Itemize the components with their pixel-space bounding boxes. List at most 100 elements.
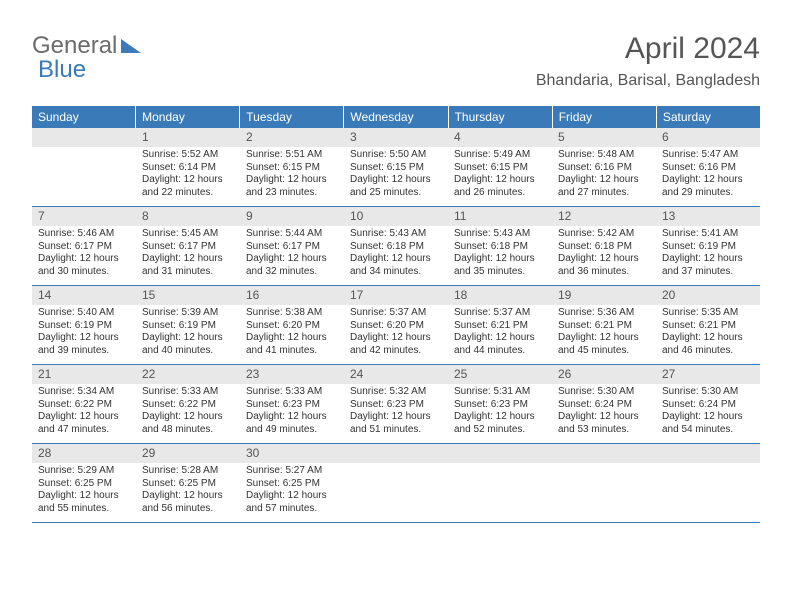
day-number: 3: [344, 128, 448, 147]
sunrise-line: Sunrise: 5:30 AM: [662, 386, 754, 399]
day-number: 12: [552, 207, 656, 226]
day-number: 29: [136, 444, 240, 463]
sunrise-line: Sunrise: 5:49 AM: [454, 149, 546, 162]
daylight-line: Daylight: 12 hours and 46 minutes.: [662, 332, 754, 357]
daylight-line: Daylight: 12 hours and 48 minutes.: [142, 411, 234, 436]
sunset-line: Sunset: 6:15 PM: [246, 162, 338, 175]
day-cell: 7 Sunrise: 5:46 AMSunset: 6:17 PMDaylight…: [32, 207, 136, 285]
sunrise-line: Sunrise: 5:37 AM: [454, 307, 546, 320]
day-cell: 11Sunrise: 5:43 AMSunset: 6:18 PMDayligh…: [448, 207, 552, 285]
day-details: Sunrise: 5:30 AMSunset: 6:24 PMDaylight:…: [552, 386, 656, 436]
week-row: 14Sunrise: 5:40 AMSunset: 6:19 PMDayligh…: [32, 286, 760, 365]
sunrise-line: Sunrise: 5:37 AM: [350, 307, 442, 320]
day-cell: 26 Sunrise: 5:30 AMSunset: 6:24 PMDayligh…: [552, 365, 656, 443]
day-details: Sunrise: 5:37 AMSunset: 6:21 PMDaylight:…: [448, 307, 552, 357]
dow-header-tuesday: Tuesday: [240, 106, 344, 128]
day-number: 15: [136, 286, 240, 305]
sunrise-line: Sunrise: 5:30 AM: [558, 386, 650, 399]
day-number: 4: [448, 128, 552, 147]
sunrise-line: Sunrise: 5:46 AM: [38, 228, 130, 241]
day-cell: 18Sunrise: 5:37 AMSunset: 6:21 PMDayligh…: [448, 286, 552, 364]
day-details: Sunrise: 5:46 AMSunset: 6:17 PMDaylight:…: [32, 228, 136, 278]
day-details: Sunrise: 5:36 AMSunset: 6:21 PMDaylight:…: [552, 307, 656, 357]
day-number: 14: [32, 286, 136, 305]
day-cell: 30Sunrise: 5:27 AMSunset: 6:25 PMDayligh…: [240, 444, 344, 522]
daylight-line: Daylight: 12 hours and 56 minutes.: [142, 490, 234, 515]
day-cell: 5Sunrise: 5:48 AMSunset: 6:16 PMDaylight…: [552, 128, 656, 206]
sunrise-line: Sunrise: 5:51 AM: [246, 149, 338, 162]
daylight-line: Daylight: 12 hours and 31 minutes.: [142, 253, 234, 278]
daylight-line: Daylight: 12 hours and 36 minutes.: [558, 253, 650, 278]
sunrise-line: Sunrise: 5:39 AM: [142, 307, 234, 320]
sunrise-line: Sunrise: 5:45 AM: [142, 228, 234, 241]
day-cell: 16Sunrise: 5:38 AMSunset: 6:20 PMDayligh…: [240, 286, 344, 364]
daylight-line: Daylight: 12 hours and 39 minutes.: [38, 332, 130, 357]
sunrise-line: Sunrise: 5:43 AM: [350, 228, 442, 241]
sunrise-line: Sunrise: 5:44 AM: [246, 228, 338, 241]
sunset-line: Sunset: 6:21 PM: [454, 320, 546, 333]
dow-header-saturday: Saturday: [657, 106, 760, 128]
sunset-line: Sunset: 6:23 PM: [350, 399, 442, 412]
day-number: 11: [448, 207, 552, 226]
day-cell-blank: [344, 444, 448, 522]
day-details: Sunrise: 5:28 AMSunset: 6:25 PMDaylight:…: [136, 465, 240, 515]
day-details: Sunrise: 5:34 AMSunset: 6:22 PMDaylight:…: [32, 386, 136, 436]
day-cell: 19 Sunrise: 5:36 AMSunset: 6:21 PMDayligh…: [552, 286, 656, 364]
day-cell: 14Sunrise: 5:40 AMSunset: 6:19 PMDayligh…: [32, 286, 136, 364]
day-number: [448, 444, 552, 463]
day-number: 28: [32, 444, 136, 463]
page-title: April 2024: [536, 32, 760, 66]
dow-header-wednesday: Wednesday: [344, 106, 448, 128]
sunset-line: Sunset: 6:14 PM: [142, 162, 234, 175]
day-cell: 3Sunrise: 5:50 AMSunset: 6:15 PMDaylight…: [344, 128, 448, 206]
day-number: 24: [344, 365, 448, 384]
sunrise-line: Sunrise: 5:29 AM: [38, 465, 130, 478]
day-number: 7: [32, 207, 136, 226]
daylight-line: Daylight: 12 hours and 25 minutes.: [350, 174, 442, 199]
day-details: Sunrise: 5:35 AMSunset: 6:21 PMDaylight:…: [656, 307, 760, 357]
sunrise-line: Sunrise: 5:42 AM: [558, 228, 650, 241]
day-details: Sunrise: 5:29 AMSunset: 6:25 PMDaylight:…: [32, 465, 136, 515]
dow-header-friday: Friday: [553, 106, 657, 128]
week-row: 1Sunrise: 5:52 AMSunset: 6:14 PMDaylight…: [32, 128, 760, 207]
sunset-line: Sunset: 6:16 PM: [662, 162, 754, 175]
day-number: 2: [240, 128, 344, 147]
day-cell: 2 Sunrise: 5:51 AMSunset: 6:15 PMDaylight…: [240, 128, 344, 206]
daylight-line: Daylight: 12 hours and 51 minutes.: [350, 411, 442, 436]
day-cell: 9Sunrise: 5:44 AMSunset: 6:17 PMDaylight…: [240, 207, 344, 285]
day-cell: 29 Sunrise: 5:28 AMSunset: 6:25 PMDayligh…: [136, 444, 240, 522]
sunrise-line: Sunrise: 5:36 AM: [558, 307, 650, 320]
day-cell: 4 Sunrise: 5:49 AMSunset: 6:15 PMDaylight…: [448, 128, 552, 206]
day-details: Sunrise: 5:33 AMSunset: 6:23 PMDaylight:…: [240, 386, 344, 436]
sunrise-line: Sunrise: 5:33 AM: [246, 386, 338, 399]
day-details: Sunrise: 5:43 AMSunset: 6:18 PMDaylight:…: [344, 228, 448, 278]
day-cell: 13Sunrise: 5:41 AMSunset: 6:19 PMDayligh…: [656, 207, 760, 285]
day-number: 8: [136, 207, 240, 226]
sunset-line: Sunset: 6:17 PM: [142, 241, 234, 254]
sunrise-line: Sunrise: 5:32 AM: [350, 386, 442, 399]
day-number: 19: [552, 286, 656, 305]
sunrise-line: Sunrise: 5:41 AM: [662, 228, 754, 241]
day-number: 1: [136, 128, 240, 147]
day-number: 23: [240, 365, 344, 384]
day-cell: 21Sunrise: 5:34 AMSunset: 6:22 PMDayligh…: [32, 365, 136, 443]
daylight-line: Daylight: 12 hours and 23 minutes.: [246, 174, 338, 199]
day-cell: 1Sunrise: 5:52 AMSunset: 6:14 PMDaylight…: [136, 128, 240, 206]
day-details: Sunrise: 5:31 AMSunset: 6:23 PMDaylight:…: [448, 386, 552, 436]
day-details: Sunrise: 5:32 AMSunset: 6:23 PMDaylight:…: [344, 386, 448, 436]
daylight-line: Daylight: 12 hours and 26 minutes.: [454, 174, 546, 199]
sunset-line: Sunset: 6:15 PM: [454, 162, 546, 175]
day-details: Sunrise: 5:37 AMSunset: 6:20 PMDaylight:…: [344, 307, 448, 357]
sunset-line: Sunset: 6:17 PM: [38, 241, 130, 254]
day-details: Sunrise: 5:33 AMSunset: 6:22 PMDaylight:…: [136, 386, 240, 436]
day-number: 9: [240, 207, 344, 226]
daylight-line: Daylight: 12 hours and 35 minutes.: [454, 253, 546, 278]
day-number: 25: [448, 365, 552, 384]
daylight-line: Daylight: 12 hours and 55 minutes.: [38, 490, 130, 515]
day-number: [344, 444, 448, 463]
day-cell: 28 Sunrise: 5:29 AMSunset: 6:25 PMDayligh…: [32, 444, 136, 522]
day-cell: 10Sunrise: 5:43 AMSunset: 6:18 PMDayligh…: [344, 207, 448, 285]
day-number: 26: [552, 365, 656, 384]
sunset-line: Sunset: 6:15 PM: [350, 162, 442, 175]
day-cell: 6Sunrise: 5:47 AMSunset: 6:16 PMDaylight…: [656, 128, 760, 206]
